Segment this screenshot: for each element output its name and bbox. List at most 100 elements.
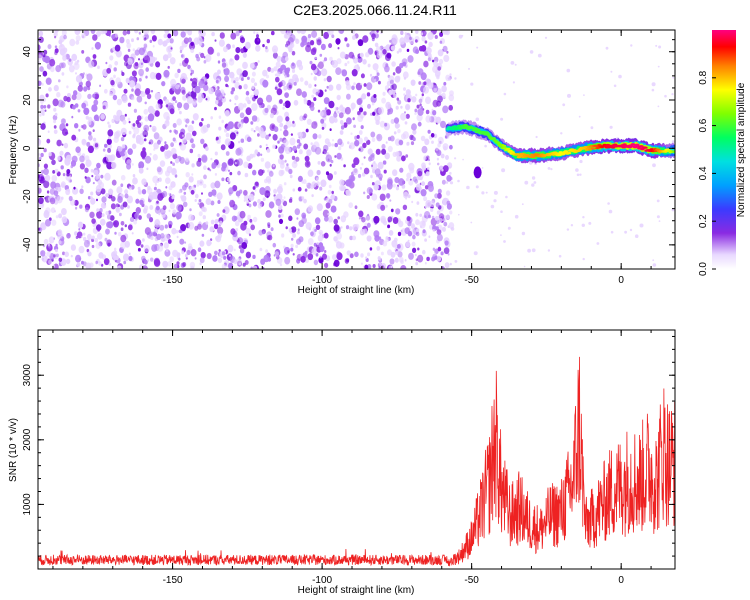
noise-speckle: [432, 229, 435, 232]
noise-speckle: [283, 139, 289, 147]
noise-speckle: [365, 214, 371, 221]
noise-speckle: [415, 30, 419, 34]
noise-speckle: [404, 32, 407, 36]
noise-speckle: [43, 210, 50, 219]
noise-speckle: [139, 199, 144, 206]
noise-speckle: [149, 152, 152, 156]
noise-speckle: [371, 33, 376, 39]
noise-speckle: [415, 39, 418, 43]
noise-speckle: [374, 42, 379, 48]
noise-speckle: [588, 221, 592, 225]
noise-speckle: [133, 108, 137, 113]
noise-speckle: [47, 44, 52, 50]
noise-speckle: [145, 67, 149, 72]
noise-speckle: [93, 99, 99, 106]
noise-speckle: [359, 167, 362, 170]
noise-speckle: [132, 48, 135, 52]
noise-speckle: [149, 124, 152, 128]
noise-speckle: [396, 50, 400, 54]
noise-speckle: [441, 168, 444, 172]
noise-speckle: [58, 257, 63, 262]
noise-speckle: [239, 262, 242, 266]
noise-speckle: [411, 241, 416, 247]
noise-speckle: [87, 196, 91, 200]
noise-speckle: [84, 167, 89, 173]
noise-speckle: [214, 100, 219, 105]
noise-speckle: [436, 75, 440, 80]
noise-speckle: [375, 119, 380, 126]
noise-speckle: [442, 105, 449, 114]
noise-speckle: [174, 174, 178, 178]
noise-speckle: [101, 196, 107, 203]
noise-speckle: [159, 160, 166, 168]
noise-speckle: [54, 210, 56, 213]
noise-speckle: [657, 105, 660, 108]
noise-speckle: [120, 227, 124, 231]
noise-speckle: [454, 157, 457, 160]
noise-speckle: [349, 235, 353, 241]
noise-speckle: [523, 265, 526, 268]
noise-speckle: [106, 67, 112, 74]
noise-speckle: [343, 164, 346, 168]
noise-speckle: [449, 210, 453, 215]
y-tick-label: 20: [22, 94, 33, 106]
noise-speckle: [393, 117, 400, 124]
noise-speckle: [336, 94, 341, 101]
noise-speckle: [151, 125, 157, 133]
noise-speckle: [142, 147, 146, 152]
noise-speckle: [267, 169, 270, 173]
noise-speckle: [160, 233, 165, 239]
noise-speckle: [320, 118, 325, 124]
noise-speckle: [190, 189, 195, 195]
noise-speckle: [357, 39, 364, 47]
noise-speckle: [203, 174, 207, 180]
noise-speckle: [171, 167, 177, 176]
colorbar-scale: [712, 30, 736, 269]
noise-speckle: [212, 255, 218, 262]
noise-speckle: [296, 217, 299, 220]
noise-speckle: [125, 77, 130, 84]
noise-speckle: [444, 262, 450, 269]
noise-speckle: [380, 217, 386, 224]
noise-speckle: [309, 60, 313, 65]
noise-speckle: [396, 97, 400, 101]
noise-speckle: [103, 258, 110, 266]
y-tick-label: 1000: [22, 493, 33, 516]
noise-speckle: [156, 166, 162, 173]
noise-speckle: [115, 49, 122, 58]
noise-speckle: [376, 51, 383, 59]
noise-speckle: [329, 56, 333, 62]
noise-speckle: [143, 43, 148, 48]
noise-speckle: [377, 106, 384, 115]
noise-speckle: [42, 70, 48, 77]
noise-speckle: [134, 30, 139, 34]
noise-speckle: [120, 183, 124, 187]
noise-speckle: [295, 38, 300, 45]
colorbar-tick-label: 0.4: [698, 166, 709, 180]
noise-speckle: [403, 93, 406, 96]
noise-speckle: [250, 121, 254, 125]
noise-speckle: [367, 63, 371, 68]
noise-speckle: [247, 163, 253, 169]
noise-speckle: [364, 136, 368, 142]
noise-speckle: [114, 50, 118, 55]
noise-speckle: [217, 257, 223, 264]
noise-speckle: [457, 179, 460, 183]
noise-speckle: [215, 236, 219, 241]
noise-speckle: [639, 223, 644, 228]
noise-speckle: [424, 205, 428, 209]
noise-speckle: [185, 124, 188, 128]
noise-speckle: [410, 141, 415, 146]
noise-speckle: [61, 216, 68, 224]
noise-speckle: [136, 115, 142, 121]
noise-speckle: [521, 231, 526, 236]
noise-speckle: [286, 40, 291, 46]
noise-speckle: [190, 48, 195, 54]
noise-speckle: [62, 173, 66, 177]
noise-speckle: [352, 167, 359, 176]
noise-speckle: [142, 35, 145, 39]
noise-speckle: [85, 262, 92, 269]
noise-speckle: [74, 103, 79, 108]
noise-speckle: [81, 32, 86, 39]
noise-speckle: [229, 58, 233, 62]
